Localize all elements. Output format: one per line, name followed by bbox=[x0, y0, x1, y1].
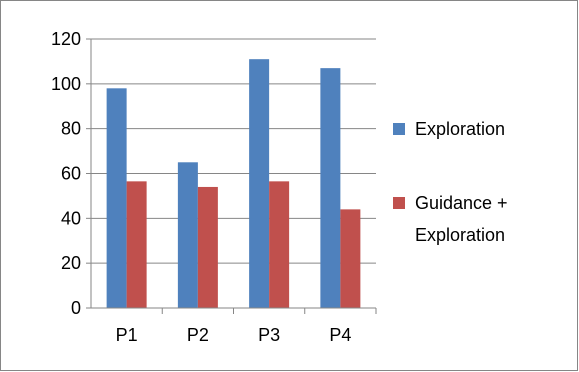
legend-swatch bbox=[393, 197, 405, 209]
bar-p3-series-1 bbox=[249, 59, 270, 308]
legend: Exploration Guidance + Exploration bbox=[393, 119, 508, 245]
y-tick-label: 60 bbox=[61, 164, 81, 184]
y-tick-label: 120 bbox=[51, 29, 81, 49]
bar-p2-series-1 bbox=[177, 162, 198, 308]
legend-swatch bbox=[393, 123, 405, 135]
bar-p4-series-1 bbox=[320, 68, 341, 309]
bar-p4-series-2 bbox=[340, 209, 361, 308]
bar-p1-series-2 bbox=[126, 181, 147, 308]
y-tick-label: 40 bbox=[61, 208, 81, 228]
y-tick-label: 80 bbox=[61, 119, 81, 139]
bar-p2-series-2 bbox=[197, 186, 218, 308]
axes bbox=[86, 38, 377, 314]
x-tick-label: P3 bbox=[258, 325, 280, 345]
legend-label: Exploration bbox=[415, 119, 505, 139]
y-tick-label: 100 bbox=[51, 74, 81, 94]
legend-label: Exploration bbox=[415, 225, 505, 245]
bar-p3-series-2 bbox=[269, 181, 290, 308]
legend-label: Guidance + bbox=[415, 193, 508, 213]
y-tick-label: 20 bbox=[61, 253, 81, 273]
x-tick-label: P1 bbox=[116, 325, 138, 345]
tick-labels: 0 20 40 60 80 100 120 P1 P2 P3 P4 bbox=[51, 29, 351, 345]
bar-p1-series-1 bbox=[106, 88, 127, 308]
bars bbox=[106, 59, 361, 309]
x-tick-label: P4 bbox=[329, 325, 351, 345]
x-tick-label: P2 bbox=[187, 325, 209, 345]
y-tick-label: 0 bbox=[71, 298, 81, 318]
